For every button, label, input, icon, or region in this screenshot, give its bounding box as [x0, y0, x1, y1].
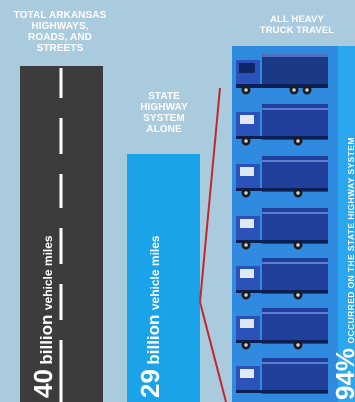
lead-truck	[236, 54, 328, 95]
truck-label-line1: ALL HEAVY	[270, 14, 324, 25]
truck	[236, 258, 328, 300]
truck-percent: 94%	[330, 347, 355, 400]
state-value-number: 29	[135, 369, 165, 398]
connector-line	[199, 87, 221, 303]
truck-percent-note: OCCURRED ON THE STATE HIGHWAY SYSTEM	[346, 137, 355, 344]
truck	[236, 208, 328, 250]
total-label-line1: TOTAL ARKANSAS	[13, 10, 107, 21]
truck	[236, 358, 328, 394]
state-label-line3: SYSTEM	[143, 113, 185, 124]
truck	[236, 104, 328, 146]
truck-percent-value: 94% OCCURRED ON THE STATE HIGHWAY SYSTEM	[330, 137, 355, 400]
truck-panel-edge	[338, 46, 355, 402]
state-label-line1: STATE	[148, 91, 180, 102]
state-miles-value: 29 billion vehicle miles	[135, 235, 166, 398]
state-value-sub: vehicle miles	[148, 235, 162, 311]
total-roads-label: TOTAL ARKANSAS HIGHWAYS, ROADS, AND STRE…	[0, 10, 120, 54]
connector-line-lower	[199, 301, 227, 402]
total-value-unit: billion	[37, 314, 56, 365]
total-value-sub: vehicle miles	[41, 235, 55, 311]
state-highway-column	[127, 154, 200, 402]
total-label-line3: ROADS, AND	[28, 32, 92, 43]
total-value-number: 40	[28, 369, 58, 398]
road-center-dashes	[59, 68, 63, 402]
state-value-unit: billion	[144, 314, 163, 365]
total-miles-value: 40 billion vehicle miles	[28, 235, 59, 398]
truck	[236, 156, 328, 198]
state-label-line2: HIGHWAY	[140, 102, 188, 113]
total-label-line2: HIGHWAYS,	[31, 21, 89, 32]
total-label-line4: STREETS	[36, 43, 84, 54]
state-label-line4: ALONE	[146, 124, 182, 135]
state-highway-label: STATE HIGHWAY SYSTEM ALONE	[118, 91, 210, 135]
heavy-truck-label: ALL HEAVY TRUCK TRAVEL	[242, 14, 352, 36]
truck-label-line2: TRUCK TRAVEL	[259, 25, 335, 36]
truck	[236, 308, 328, 350]
